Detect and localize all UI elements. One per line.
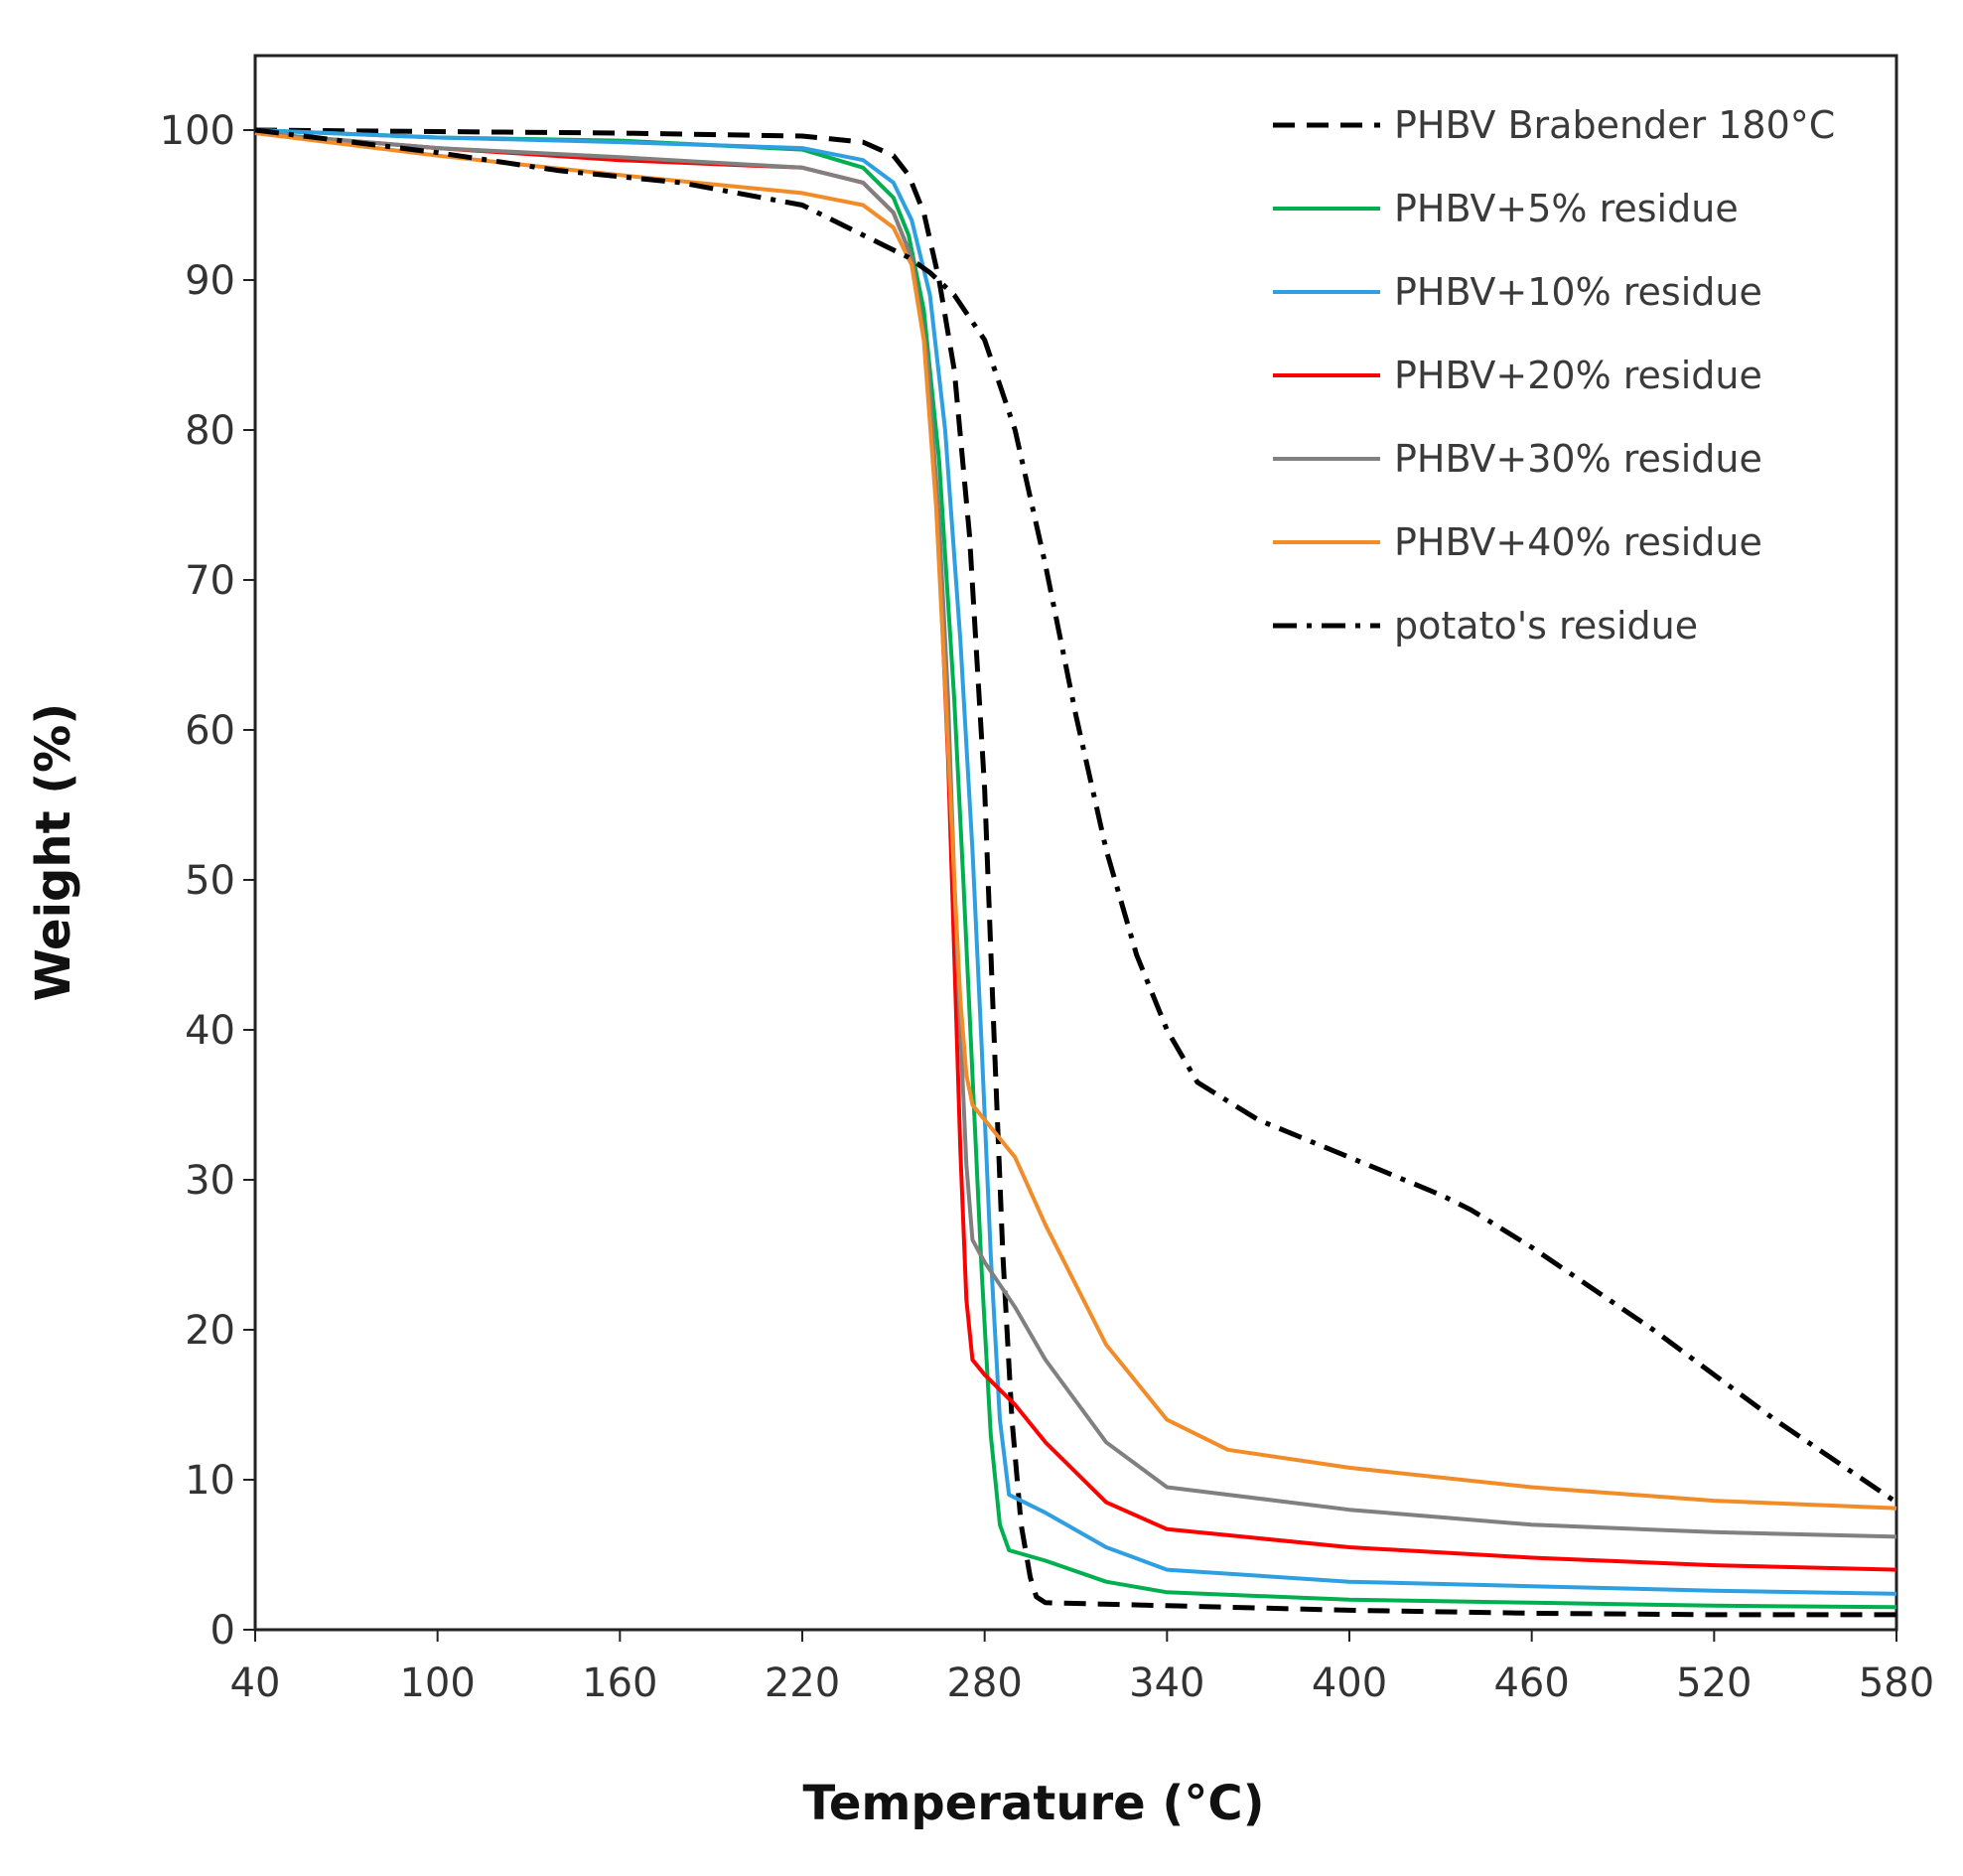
x-tick-label: 580 xyxy=(1859,1660,1934,1706)
series-layer xyxy=(254,127,1898,1618)
legend-label: PHBV+20% residue xyxy=(1394,354,1762,397)
y-tick-label: 10 xyxy=(185,1458,235,1504)
y-tick-label: 30 xyxy=(185,1158,235,1204)
legend-label: PHBV+5% residue xyxy=(1394,187,1739,230)
y-tick-label: 70 xyxy=(185,558,235,604)
series-line-phbv-10-residue xyxy=(254,128,1897,1596)
x-tick-label: 520 xyxy=(1676,1660,1752,1706)
x-tick-label: 160 xyxy=(582,1660,657,1706)
series-line-phbv-40-residue xyxy=(254,131,1897,1511)
y-axis: 0 10 20 30 40 50 60 70 80 90 100 xyxy=(160,108,255,1654)
legend-label: PHBV+10% residue xyxy=(1394,270,1762,314)
y-axis-title: Weight (%) xyxy=(26,703,81,1001)
x-tick-label: 460 xyxy=(1493,1660,1569,1706)
legend-label: PHBV Brabender 180°C xyxy=(1394,103,1835,147)
legend-label: PHBV+40% residue xyxy=(1394,520,1762,564)
plot-area xyxy=(253,54,1898,1632)
series-line-phbv-30-residue xyxy=(254,131,1897,1539)
x-axis-title: Temperature (°C) xyxy=(802,1776,1264,1831)
y-tick-label: 80 xyxy=(185,408,235,454)
legend-label: potato's residue xyxy=(1394,604,1698,648)
y-tick-label: 50 xyxy=(185,858,235,904)
x-tick-label: 220 xyxy=(765,1660,840,1706)
x-tick-label: 340 xyxy=(1129,1660,1204,1706)
legend-label: PHBV+30% residue xyxy=(1394,437,1762,481)
x-tick-label: 40 xyxy=(230,1660,281,1706)
y-tick-label: 20 xyxy=(185,1308,235,1354)
y-tick-label: 90 xyxy=(185,258,235,304)
y-tick-label: 60 xyxy=(185,708,235,754)
series-line-potato-s-residue xyxy=(254,127,1898,1505)
y-tick-label: 40 xyxy=(185,1008,235,1054)
x-tick-label: 400 xyxy=(1312,1660,1387,1706)
x-tick-label: 100 xyxy=(399,1660,475,1706)
x-tick-label: 280 xyxy=(946,1660,1022,1706)
y-tick-label: 0 xyxy=(210,1608,235,1654)
series-line-phbv-5-residue xyxy=(254,128,1897,1610)
x-axis: 40 100 160 220 280 340 400 460 520 580 xyxy=(230,1630,1934,1706)
legend: PHBV Brabender 180°C PHBV+5% residue PHBV+… xyxy=(1273,103,1835,648)
y-tick-label: 100 xyxy=(160,108,235,154)
